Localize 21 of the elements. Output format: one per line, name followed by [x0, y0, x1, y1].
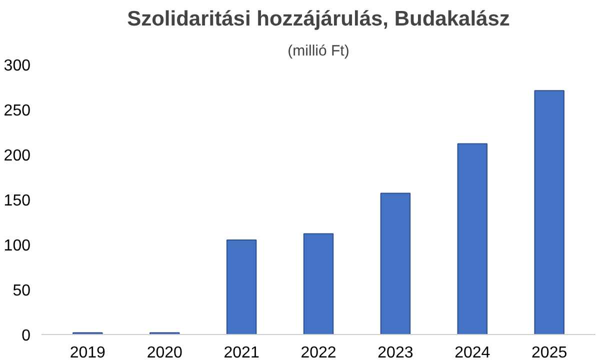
y-tick-label: 100 — [4, 238, 31, 254]
bar — [226, 240, 257, 334]
bar — [457, 143, 488, 334]
y-tick-label: 0 — [22, 328, 31, 344]
bar — [534, 90, 564, 334]
x-tick-label: 2024 — [454, 344, 490, 360]
bar — [380, 192, 411, 334]
x-tick-label: 2019 — [70, 344, 106, 360]
y-tick-label: 150 — [4, 192, 31, 210]
x-tick-label: 2021 — [224, 344, 260, 360]
y-tick-label: 50 — [12, 282, 31, 300]
x-tick-label: 2023 — [378, 344, 414, 360]
y-tick-label: 200 — [4, 148, 31, 164]
chart-title: Szolidaritási hozzájárulás, Budakalász — [127, 8, 510, 30]
x-tick-label: 2022 — [300, 344, 336, 360]
x-tick-label: 2025 — [532, 344, 568, 360]
y-tick-label: 300 — [4, 58, 31, 74]
x-tick-label: 2020 — [146, 344, 183, 360]
y-tick-label: 250 — [4, 102, 31, 120]
chart-subtitle: (millió Ft) — [288, 42, 350, 60]
bar — [303, 233, 334, 334]
